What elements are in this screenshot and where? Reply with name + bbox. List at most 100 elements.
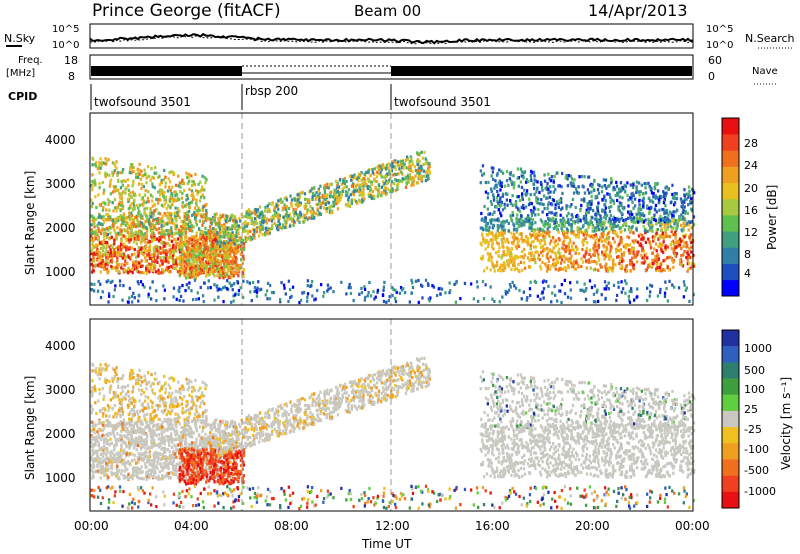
power-cell [420,164,423,168]
power-cell [312,210,315,214]
power-cell [612,185,615,190]
power-cell [151,237,154,242]
power-cell [681,210,685,215]
power-cell [352,190,355,194]
power-cell [610,198,613,202]
power-cell [331,204,334,208]
power-cell [511,213,515,217]
power-cell [165,207,168,211]
power-cell [643,253,646,257]
power-cell [308,200,311,204]
power-cell [90,262,93,267]
power-cell [406,155,409,159]
power-cell [115,217,119,221]
power-cell [197,206,200,210]
power-cell [426,169,429,174]
power-cell [113,238,116,242]
power-cell [590,185,594,189]
power-cell [385,163,388,167]
power-cell [608,251,612,255]
power-cell [189,238,192,242]
power-cell [310,216,313,220]
power-cell [557,205,560,210]
power-cell [129,216,132,220]
power-cell [217,237,220,241]
power-cell [628,243,632,247]
power-cell [302,215,305,219]
power-cell [160,203,164,207]
noise-panel: N.Sky 10^5 10^0 10^5 10^0 N.Search [4,23,795,51]
power-cell [109,259,112,263]
power-cell [659,265,662,269]
power-cell [635,186,638,190]
power-cell [112,227,116,231]
power-cell [630,260,634,264]
power-cell [492,223,495,227]
power-cell [534,261,537,265]
power-cell [120,217,123,221]
power-cell [124,179,127,183]
power-cell [525,235,528,239]
power-cell [123,256,126,260]
power-cell [125,186,128,190]
power-cell [505,259,509,263]
power-cell [494,234,498,238]
power-cell [556,260,560,265]
power-cell [553,212,557,217]
power-cell [664,246,667,250]
power-cell [484,238,487,242]
power-cell [523,239,526,243]
power-cell [334,198,337,202]
power-cell [118,195,122,199]
power-cell [617,248,620,252]
power-cell [531,258,535,262]
power-cell [213,238,216,242]
power-cell [428,164,431,168]
power-cell [164,200,168,204]
power-cell [185,266,188,270]
power-cell [210,266,213,270]
power-cell [152,238,156,242]
power-cell [196,245,199,249]
power-cell [91,246,94,251]
freq-frame [89,54,694,80]
power-cell [344,190,348,194]
power-cell [168,229,171,233]
power-cell [205,249,208,253]
power-cell [137,175,140,179]
power-cell [515,230,518,234]
power-cell [572,181,575,185]
power-cell [488,225,491,229]
power-cell [594,239,597,243]
power-cell [662,259,665,263]
power-cell [609,195,612,200]
power-cell [205,215,208,219]
power-cell [494,179,497,183]
power-cell [197,253,200,257]
power-cell [116,226,119,230]
power-cell [574,235,578,239]
power-cell [199,271,202,275]
power-cell [242,274,245,279]
power-cell [319,201,322,205]
power-cell [535,196,538,200]
power-cell [127,188,130,192]
power-cell [94,181,97,185]
power-cell [232,259,235,263]
power-cell [132,208,135,212]
power-cell [240,265,243,269]
power-cell [570,261,573,265]
power-cell [496,229,499,233]
power-cell [593,229,596,233]
power-cell [150,265,153,269]
power-cell [500,237,503,242]
power-cell [239,219,242,223]
power-cell [528,258,531,262]
power-cell [188,270,191,274]
power-cell [133,207,136,211]
power-cell [487,242,491,246]
power-cell [629,251,632,255]
power-cell [634,239,637,243]
power-cell [224,248,227,252]
power-cell [277,224,280,228]
